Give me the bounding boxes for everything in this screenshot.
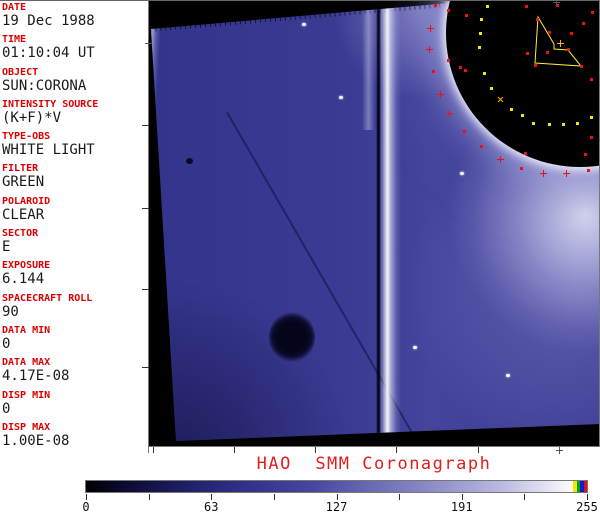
metadata-item: DISP MAX 1.00E-08 — [0, 422, 148, 454]
coronagraph-image — [148, 0, 600, 446]
colorbar-tick — [587, 494, 588, 500]
meta-value: E — [2, 239, 11, 256]
meta-value: WHITE LIGHT — [2, 142, 95, 159]
metadata-item: POLAROID CLEAR — [0, 196, 148, 228]
meta-value: 90 — [2, 303, 19, 320]
metadata-item: OBJECT SUN:CORONA — [0, 67, 148, 99]
meta-label: EXPOSURE — [2, 260, 51, 272]
meta-value: 01:10:04 UT — [2, 45, 95, 62]
metadata-item: EXPOSURE 6.144 — [0, 260, 148, 292]
colorbar — [85, 480, 588, 493]
metadata-item: TIME 01:10:04 UT — [0, 34, 148, 66]
meta-label: TIME — [2, 34, 27, 46]
meta-label: DATA MIN — [2, 324, 51, 336]
axis-tick — [478, 447, 479, 453]
meta-label: DISP MAX — [2, 421, 51, 433]
dark-dot — [186, 158, 193, 164]
frame-bottom — [148, 446, 600, 447]
meta-value: SUN:CORONA — [2, 77, 87, 94]
colorbar-stripe — [573, 481, 577, 492]
flag-annotation — [534, 15, 583, 67]
dark-blob — [269, 312, 315, 362]
meta-value: 1.00E-08 — [2, 432, 70, 449]
colorbar-tick — [399, 494, 401, 500]
colorbar-label: 191 — [450, 500, 473, 514]
metadata-list: DATE 19 Dec 1988 TIME 01:10:04 UT OBJECT SUN:… — [0, 0, 148, 455]
metadata-item: DATA MIN 0 — [0, 325, 148, 357]
meta-label: DATE — [2, 2, 27, 13]
colorbar-stripe — [583, 481, 587, 492]
colorbar-tick — [86, 494, 87, 500]
meta-label: DISP MIN — [2, 389, 51, 401]
colorbar-tick — [524, 494, 526, 500]
colorbar-label: 0 — [82, 500, 90, 514]
image-title: HAO SMM Coronagraph — [256, 454, 492, 474]
colorbar-tick — [461, 494, 463, 500]
flag-polygon — [534, 15, 583, 67]
meta-label: DATA MAX — [2, 357, 51, 369]
colorbar-label: 127 — [325, 500, 348, 514]
sun-center-column-marker — [556, 447, 563, 454]
meta-value: CLEAR — [2, 206, 45, 223]
colorbar-tick — [336, 494, 338, 500]
meta-value: 19 Dec 1988 — [2, 13, 95, 29]
metadata-item: SECTOR E — [0, 228, 148, 260]
pylon-secondary-band — [362, 0, 375, 130]
meta-label: INTENSITY SOURCE — [2, 98, 99, 110]
meta-value: GREEN — [2, 174, 45, 191]
meta-value: 0 — [2, 400, 11, 417]
meta-label: OBJECT — [2, 66, 39, 78]
meta-label: SECTOR — [2, 228, 39, 240]
meta-value: (K+F)*V — [2, 109, 62, 126]
metadata-item: INTENSITY SOURCE (K+F)*V — [0, 99, 148, 131]
meta-label: SPACECRAFT ROLL — [2, 292, 93, 304]
metadata-item: TYPE-OBS WHITE LIGHT — [0, 131, 148, 163]
meta-value: 4.17E-08 — [2, 368, 70, 385]
colorbar-tick — [148, 494, 150, 500]
meta-label: POLAROID — [2, 195, 51, 207]
axis-tick — [315, 447, 316, 453]
colorbar-stripe — [576, 481, 580, 492]
colorbar-label: 255 — [576, 500, 598, 514]
pylon-bright-streak — [379, 0, 401, 441]
meta-value: 0 — [2, 335, 11, 352]
colorbar-label: 63 — [204, 500, 219, 514]
meta-label: TYPE-OBS — [2, 131, 51, 143]
axis-tick — [153, 447, 154, 453]
pylon-dark-line — [376, 0, 381, 441]
meta-label: FILTER — [2, 163, 39, 175]
metadata-item: SPACECRAFT ROLL 90 — [0, 293, 148, 325]
axis-tick — [396, 447, 397, 453]
colorbar-tick — [273, 494, 275, 500]
axis-tick — [234, 447, 235, 453]
metadata-item: DATA MAX 4.17E-08 — [0, 357, 148, 389]
metadata-item: FILTER GREEN — [0, 163, 148, 195]
metadata-item: DISP MIN 0 — [0, 390, 148, 422]
colorbar-stripe — [580, 481, 584, 492]
metadata-item: DATE 19 Dec 1988 — [0, 2, 148, 34]
meta-value: 6.144 — [2, 271, 45, 288]
colorbar-tick — [211, 494, 213, 500]
